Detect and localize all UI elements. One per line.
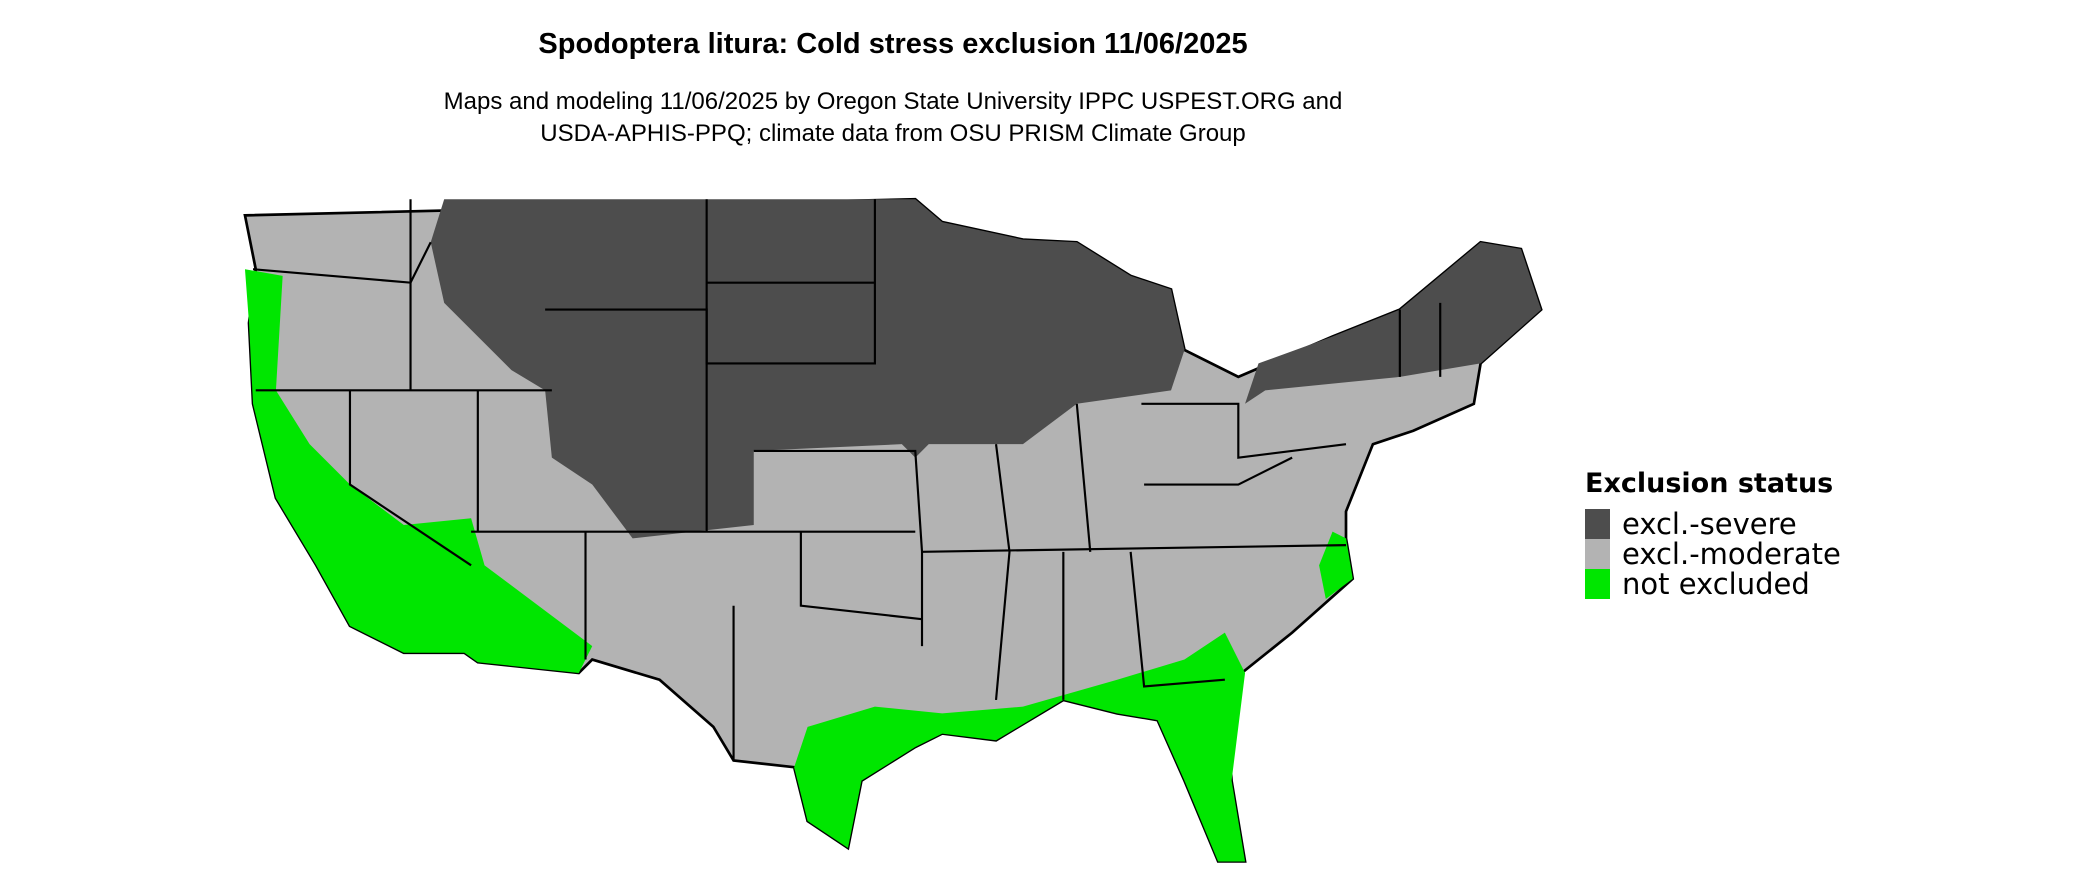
subtitle-line-2: USDA-APHIS-PPQ; climate data from OSU PR…: [540, 120, 1246, 147]
legend-label: excl.-moderate: [1622, 537, 1841, 571]
legend-item-not-excluded: not excluded: [1585, 567, 1841, 601]
state-borders: [252, 199, 1442, 761]
subtitle-line-1: Maps and modeling 11/06/2025 by Oregon S…: [443, 88, 1343, 115]
legend-item-moderate: excl.-moderate: [1585, 537, 1841, 571]
legend-label: excl.-severe: [1622, 507, 1797, 541]
region-severe-north: [430, 199, 1185, 539]
region-not-excluded-west: [244, 269, 593, 673]
legend-swatch-severe: [1585, 509, 1610, 539]
legend-swatch-not-excluded: [1585, 569, 1610, 599]
legend-swatch-moderate: [1585, 539, 1610, 569]
legend-item-severe: excl.-severe: [1585, 507, 1841, 541]
region-not-excluded-gulf: [794, 632, 1246, 862]
region-severe-northeast: [1245, 242, 1542, 404]
region-not-excluded-carolina: [1319, 531, 1353, 599]
map-title: Spodoptera litura: Cold stress exclusion…: [538, 28, 1248, 60]
map-subtitle: Maps and modeling 11/06/2025 by Oregon S…: [0, 86, 1786, 150]
legend-label: not excluded: [1622, 567, 1810, 601]
legend: Exclusion status excl.-severe excl.-mode…: [1585, 468, 1841, 601]
legend-title: Exclusion status: [1585, 468, 1834, 499]
